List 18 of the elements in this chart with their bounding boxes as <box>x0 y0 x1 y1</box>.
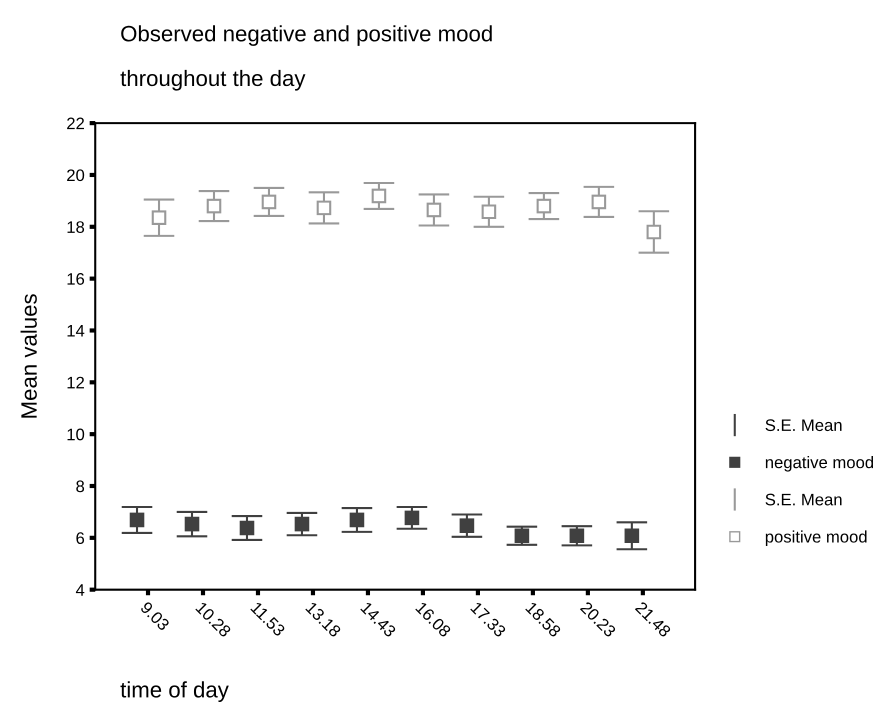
y-tick-label: 10 <box>68 428 84 440</box>
y-tick-label: 12 <box>68 376 84 388</box>
x-tick-label: 9.03 <box>140 600 170 632</box>
y-tick-label: 22 <box>67 118 84 130</box>
legend-label: negative mood <box>766 456 874 472</box>
y-tick-label: 6 <box>76 532 84 544</box>
y-tick-label: 14 <box>68 325 84 337</box>
y-tick-label: 16 <box>68 273 84 285</box>
y-tick-label: 4 <box>76 584 84 596</box>
y-tick-label: 18 <box>68 221 84 234</box>
y-tick-label: 20 <box>67 169 84 182</box>
x-axis-title: time of day <box>120 681 229 702</box>
legend-label: positive mood <box>766 530 867 546</box>
y-axis-title: Mean values <box>20 294 37 418</box>
text: S.E. Mean <box>766 419 842 432</box>
y-tick-label: 8 <box>76 480 84 492</box>
chart-title: Observed negative and positive mood throughout the day <box>120 25 492 91</box>
text: S.E. Mean <box>766 494 842 506</box>
